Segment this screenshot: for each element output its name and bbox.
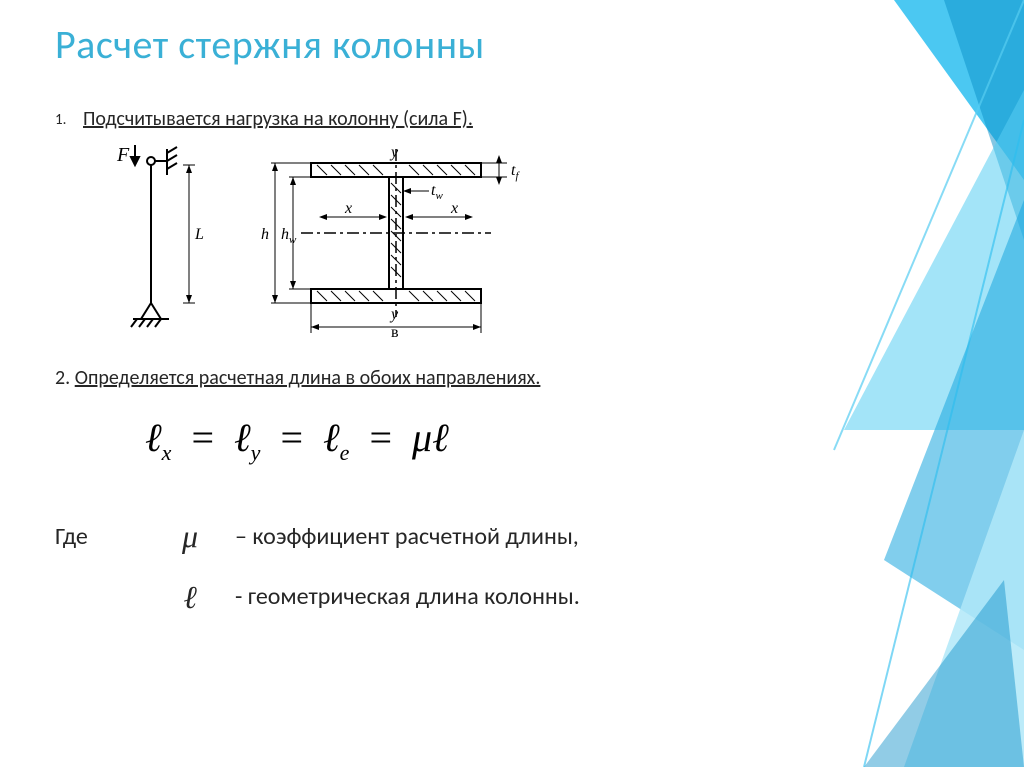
where-row-mu: Где μ – коэффициент расчетной длины, <box>55 506 924 567</box>
y-top-label: y <box>389 144 399 161</box>
f-label: F <box>116 144 130 166</box>
svg-text:tw: tw <box>431 182 443 202</box>
tf-sub: f <box>515 170 520 182</box>
f-eq1: = <box>181 415 224 460</box>
f-ly-var: ℓ <box>234 415 251 460</box>
x-right-label: x <box>450 200 458 217</box>
f-le-sub: e <box>340 440 350 465</box>
l-text: - геометрическая длина колонны. <box>235 574 580 620</box>
where-row-l: ℓ - геометрическая длина колонны. <box>55 567 924 628</box>
f-mu: μ <box>412 415 432 460</box>
b-label: в <box>391 324 399 338</box>
step-2-text: Определяется расчетная длина в обоих нап… <box>75 366 541 390</box>
y-bot-label: y <box>389 306 399 323</box>
svg-text:tf: tf <box>511 162 520 182</box>
slide-title: Расчет стержня колонны <box>55 20 924 69</box>
f-lx-var: ℓ <box>145 415 162 460</box>
column-force-diagram: F L <box>103 143 213 338</box>
where-block: Где μ – коэффициент расчетной длины, ℓ -… <box>55 506 924 628</box>
f-ly-sub: y <box>251 440 261 465</box>
step-1-text: Подсчитывается нагрузка на колонну (сила… <box>83 107 473 131</box>
h-label: h <box>261 226 269 243</box>
hw-label: h <box>281 226 289 243</box>
mu-text: – коэффициент расчетной длины, <box>235 514 579 560</box>
f-lx-sub: x <box>162 440 172 465</box>
where-label: Где <box>55 514 145 560</box>
f-eq2: = <box>270 415 313 460</box>
step-list: 1.Подсчитывается нагрузка на колонну (си… <box>55 107 924 131</box>
effective-length-formula: ℓx = ℓy = ℓe = μℓ <box>145 414 924 466</box>
f-le-var: ℓ <box>323 415 340 460</box>
hw-sub: w <box>289 234 297 246</box>
diagrams-row: F L <box>103 143 924 338</box>
ibeam-diagram: y y x x tw tf h hw в <box>231 143 551 338</box>
step-2-num: 2. <box>55 366 70 390</box>
step-1-num: 1. <box>55 111 83 129</box>
step-2: 2. Определяется расчетная длина в обоих … <box>55 366 924 390</box>
l-symbol: ℓ <box>145 567 235 628</box>
l-label: L <box>194 226 204 243</box>
slide-content: Расчет стержня колонны 1.Подсчитывается … <box>55 20 924 628</box>
step-1: 1.Подсчитывается нагрузка на колонну (си… <box>83 107 924 131</box>
f-eq3: = <box>359 415 402 460</box>
tw-sub: w <box>435 190 443 202</box>
svg-text:hw: hw <box>281 226 297 246</box>
x-left-label: x <box>344 200 352 217</box>
mu-symbol: μ <box>145 506 235 567</box>
f-l: ℓ <box>432 415 449 460</box>
